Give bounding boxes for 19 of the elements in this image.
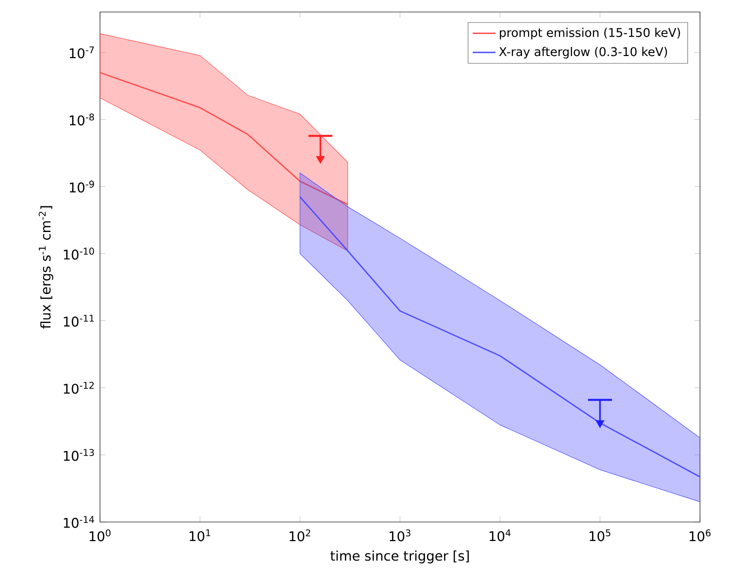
y-tick-label: 10$^{-7}$ xyxy=(70,46,94,58)
y-tick-label: 10$^{-12}$ xyxy=(64,382,94,394)
x-tick-label: 10$^{6}$ xyxy=(690,529,711,542)
y-tick-label: 10$^{-11}$ xyxy=(64,314,94,327)
y-tick-label: 10$^{-10}$ xyxy=(64,248,94,260)
y-tick-label: 10$^{-9}$ xyxy=(70,180,94,193)
y-tick-label: 10$^{-13}$ xyxy=(64,448,94,461)
y-tick-label: 10$^{-14}$ xyxy=(64,516,94,528)
x-tick-label: 10$^{3}$ xyxy=(390,529,410,542)
y-axis-title: flux [ergs s$^{-1}$ cm$^{-2}$] xyxy=(38,206,54,329)
x-tick-label: 10$^{5}$ xyxy=(590,529,610,542)
legend-label: prompt emission (15-150 keV) xyxy=(500,28,680,40)
x-tick-label: 10$^{1}$ xyxy=(190,529,210,542)
y-tick-label: 10$^{-8}$ xyxy=(70,114,94,126)
x-tick-label: 10$^{2}$ xyxy=(290,529,310,542)
x-tick-label: 10$^{0}$ xyxy=(90,529,110,542)
x-axis-title: time since trigger [s] xyxy=(330,550,469,564)
x-tick-label: 10$^{4}$ xyxy=(490,529,511,542)
legend-label: X-ray afterglow (0.3-10 keV) xyxy=(499,46,668,59)
